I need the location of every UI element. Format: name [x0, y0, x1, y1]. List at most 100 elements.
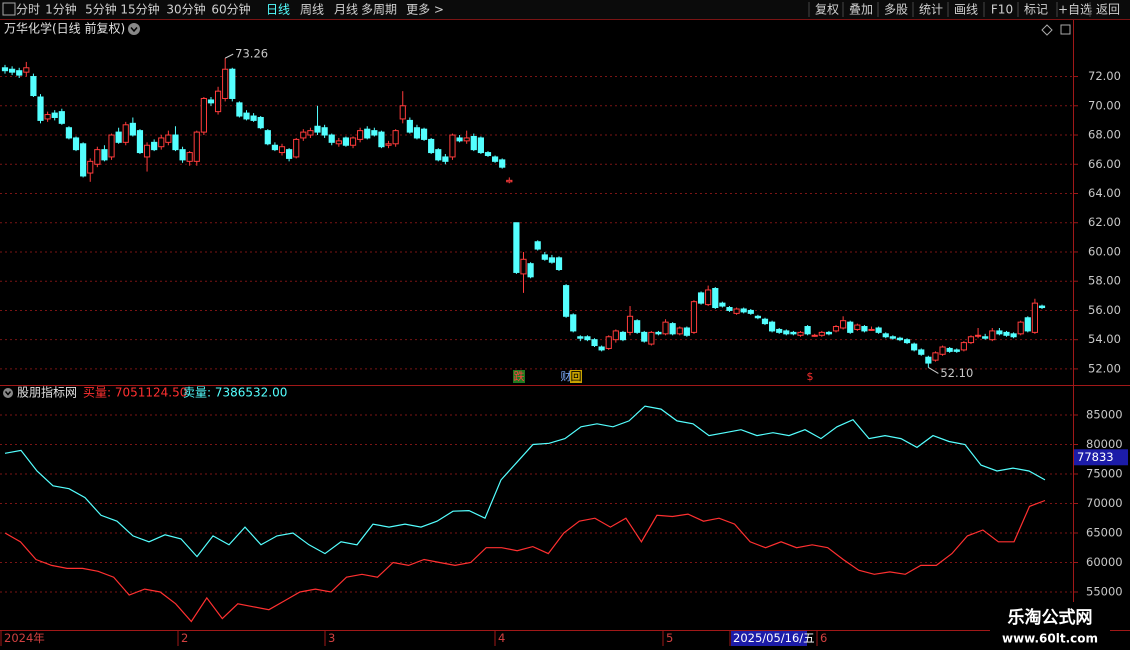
- toolbar-button[interactable]: 复权: [815, 3, 839, 17]
- candle-body: [527, 263, 534, 278]
- toolbar-button[interactable]: 标记: [1024, 3, 1048, 17]
- candle-body: [1024, 317, 1031, 332]
- toolbar-tab[interactable]: 日线: [266, 3, 290, 17]
- candle-body: [449, 134, 456, 158]
- candle-body: [80, 143, 87, 177]
- title-dropdown[interactable]: [128, 23, 140, 35]
- candle-body: [357, 130, 364, 140]
- candle-body: [541, 254, 548, 260]
- toolbar-button[interactable]: F10: [991, 3, 1013, 17]
- candle-body: [896, 337, 904, 341]
- y-tick-label: 70000: [1086, 496, 1123, 510]
- toolbar-button[interactable]: 叠加: [849, 3, 873, 17]
- candle-body: [974, 334, 982, 337]
- candle-body: [669, 323, 676, 335]
- menu-icon[interactable]: [2, 2, 16, 16]
- candle-body: [257, 116, 264, 129]
- event-marker-bg: [804, 370, 816, 383]
- event-marker[interactable]: 跌: [514, 369, 525, 383]
- toolbar-button[interactable]: 统计: [919, 3, 943, 17]
- y-tick-label: 80000: [1086, 437, 1123, 451]
- candle-body: [768, 321, 776, 332]
- candle-body: [903, 339, 911, 344]
- event-marker[interactable]: 回: [571, 370, 582, 383]
- diamond-icon[interactable]: [1041, 24, 1053, 36]
- candle-body: [868, 328, 875, 331]
- watermark-url: www.60lt.com: [1002, 632, 1098, 646]
- candle-body: [697, 292, 705, 304]
- toolbar-tab[interactable]: 30分钟: [166, 2, 205, 17]
- toolbar-tab[interactable]: 1分钟: [45, 2, 77, 17]
- candle-body: [847, 321, 854, 333]
- toolbar-tab[interactable]: 分时: [16, 3, 40, 17]
- candle-body: [605, 336, 612, 349]
- candle-body: [186, 152, 193, 162]
- candle-body: [783, 330, 790, 335]
- candle-body: [534, 241, 541, 250]
- candle-body: [9, 68, 16, 73]
- candle-body: [832, 326, 840, 332]
- candle-body: [129, 122, 136, 136]
- candle-body: [101, 149, 108, 161]
- candle-body: [598, 346, 605, 351]
- toolbar-button[interactable]: 返回: [1096, 3, 1120, 17]
- candle-body: [378, 131, 385, 148]
- toolbar-tab[interactable]: 更多 >: [406, 3, 444, 17]
- candle-body: [690, 301, 698, 333]
- candle-body: [548, 257, 556, 263]
- event-marker-bg: [570, 370, 582, 383]
- indicator-dropdown[interactable]: [3, 388, 13, 398]
- candle-body: [30, 76, 37, 97]
- y-tick-label: 60.00: [1088, 244, 1121, 258]
- candle-body: [626, 315, 634, 333]
- candle-body: [989, 330, 996, 341]
- candle-body: [818, 331, 825, 336]
- candle-body: [1003, 331, 1010, 336]
- event-marker-bg: [560, 370, 572, 383]
- indicator-line: [4, 499, 1046, 623]
- toolbar-tab[interactable]: 60分钟: [211, 2, 250, 17]
- candle-body: [1038, 305, 1046, 309]
- toolbar-tab[interactable]: 15分钟: [120, 2, 159, 17]
- date-label: 5: [666, 631, 673, 645]
- y-tick-label: 64.00: [1088, 186, 1121, 200]
- candle-body: [761, 318, 769, 325]
- toolbar-tab[interactable]: 月线: [334, 3, 358, 17]
- toolbar-tab[interactable]: 5分钟: [85, 2, 117, 17]
- candle-body: [996, 330, 1003, 335]
- candle-body: [300, 131, 307, 139]
- candle-body: [811, 334, 818, 337]
- toolbar-button[interactable]: 多股: [884, 3, 908, 17]
- event-marker[interactable]: $: [807, 370, 814, 383]
- candle-body: [683, 327, 690, 336]
- candle-body: [477, 137, 484, 154]
- toolbar-tab[interactable]: 周线: [300, 3, 324, 17]
- candle-body: [200, 97, 207, 133]
- box-icon[interactable]: [1060, 24, 1071, 35]
- candle-body: [491, 156, 499, 162]
- candle-body: [172, 134, 179, 151]
- date-label: 2024年: [4, 631, 45, 645]
- low-label: 52.10: [940, 366, 973, 380]
- candle-body: [179, 149, 186, 161]
- candle-body: [286, 149, 293, 159]
- toolbar-tab[interactable]: 多周期: [361, 3, 397, 17]
- candle-body: [982, 336, 989, 339]
- candle-body: [726, 307, 733, 311]
- candle-body: [960, 342, 967, 351]
- candle-body: [420, 128, 428, 140]
- candle-body: [136, 130, 144, 154]
- candle-body: [840, 320, 847, 329]
- y-tick-label: 65000: [1086, 525, 1123, 539]
- candle-body: [1017, 321, 1024, 335]
- candle-body: [16, 70, 23, 76]
- candle-body: [108, 134, 115, 158]
- candle-body: [499, 159, 506, 168]
- toolbar-button[interactable]: 画线: [954, 3, 978, 17]
- event-marker[interactable]: 财: [561, 369, 572, 383]
- candle-body: [65, 127, 73, 139]
- y-tick-label: 54.00: [1088, 332, 1121, 346]
- toolbar-button[interactable]: +自选: [1058, 3, 1092, 17]
- date-label: 3: [328, 631, 335, 645]
- candle-body: [918, 349, 925, 355]
